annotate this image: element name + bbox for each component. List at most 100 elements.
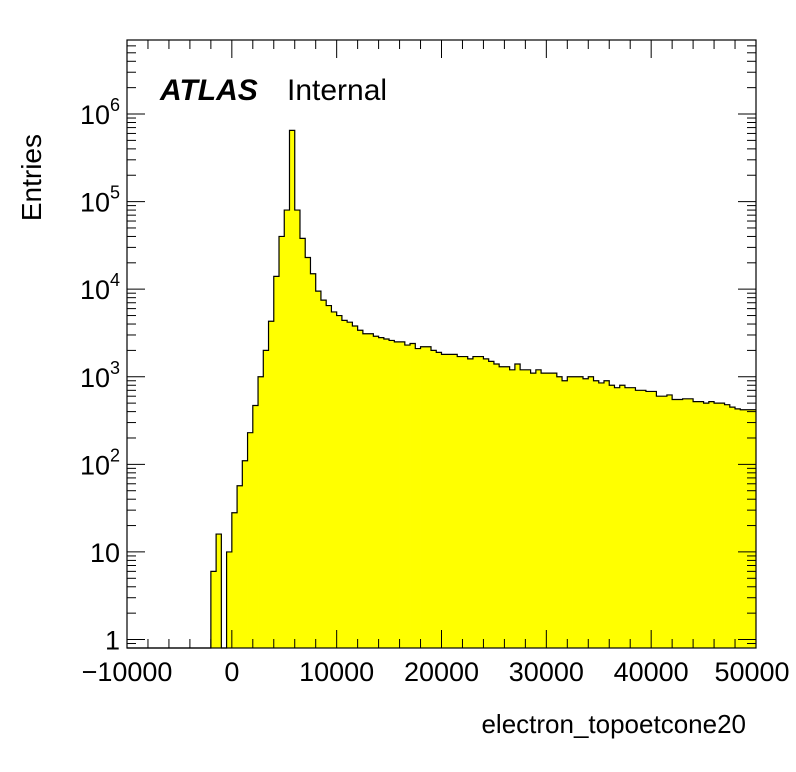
y-tick-label: 1 — [105, 626, 120, 656]
histogram-bin — [289, 130, 296, 648]
histogram-bin — [472, 356, 479, 648]
histogram-bin — [399, 341, 406, 648]
histogram-bin — [273, 276, 280, 648]
histogram-bin — [588, 376, 594, 648]
histogram-bin — [693, 401, 699, 648]
histogram-bin — [451, 354, 458, 648]
y-tick-labels: 1 10 102 103 104 105 106 — [80, 95, 120, 655]
y-tick-label: 10 — [90, 538, 120, 568]
x-tick-label: 0 — [224, 657, 239, 687]
histogram-bin — [483, 358, 490, 648]
histogram-bin — [535, 369, 542, 648]
histogram-bin — [441, 354, 448, 648]
histogram-bin — [698, 401, 704, 648]
histogram-bin — [656, 396, 663, 648]
x-tick-labels: −10000 0 10000 20000 30000 40000 50000 — [82, 657, 790, 687]
histogram-bin — [672, 399, 678, 648]
histogram-bin — [708, 401, 715, 648]
histogram-bin — [520, 369, 526, 648]
histogram-bin — [624, 387, 631, 648]
histogram-bin — [556, 376, 563, 648]
histogram-bin — [546, 373, 552, 648]
histogram-bin — [258, 376, 264, 648]
histogram-bin — [226, 551, 233, 648]
histogram-bin — [488, 361, 495, 648]
histogram-outline — [127, 129, 756, 649]
histogram-bin — [530, 373, 537, 648]
y-tick-label: 106 — [80, 95, 120, 130]
histogram-bin — [572, 376, 579, 648]
histogram-bin — [457, 356, 463, 648]
histogram-bin — [735, 408, 741, 648]
histogram-bin — [682, 398, 689, 648]
histogram-bin — [635, 390, 642, 648]
histogram-bins — [210, 130, 757, 649]
histogram-bin — [242, 460, 248, 648]
histogram-bin — [609, 385, 615, 648]
x-axis-label: electron_topoetcone20 — [481, 709, 746, 739]
y-tick-label: 105 — [80, 183, 120, 218]
y-tick-label: 104 — [80, 270, 120, 305]
histogram-bin — [320, 300, 327, 648]
histogram-bin — [493, 363, 500, 648]
histogram-bin — [315, 291, 322, 648]
histogram-bin — [719, 403, 725, 648]
histogram-bin — [640, 390, 647, 648]
histogram-bin — [326, 305, 332, 648]
histogram-bin — [577, 376, 584, 648]
histogram-bin — [268, 321, 275, 648]
histogram-bin — [462, 356, 469, 648]
histogram-bin — [645, 391, 652, 648]
histogram-bin — [562, 380, 568, 648]
histogram-bin — [279, 236, 285, 648]
histogram-bin — [467, 358, 474, 648]
x-tick-label: 10000 — [299, 657, 374, 687]
histogram-bin — [630, 387, 636, 648]
status-label: Internal — [287, 74, 387, 107]
histogram-bin — [598, 382, 605, 648]
histogram-bin — [567, 376, 573, 648]
histogram-bin — [362, 333, 369, 648]
histogram-bin — [294, 210, 301, 648]
histogram-bin — [740, 409, 746, 648]
histogram-bin — [436, 352, 442, 648]
histogram-bin — [499, 366, 505, 648]
histogram-bin — [729, 407, 736, 648]
histogram-bin — [383, 338, 390, 648]
histogram-bin — [724, 404, 731, 648]
histogram-bin — [614, 387, 621, 648]
histogram-bin — [263, 350, 269, 648]
histogram-bin — [210, 571, 217, 648]
histogram-bin — [431, 350, 437, 648]
axis-ticks — [126, 39, 757, 649]
x-tick-label: 50000 — [714, 657, 789, 687]
histogram-bin — [347, 322, 353, 648]
histogram-bin — [593, 380, 600, 648]
histogram-bin — [389, 340, 395, 648]
histogram-bin — [750, 409, 757, 648]
histogram-bin — [619, 385, 626, 648]
histogram-bin — [373, 336, 379, 648]
histogram-bin — [703, 403, 710, 648]
histogram-bin — [420, 346, 427, 648]
histogram-bin — [603, 380, 610, 648]
histogram-bin — [357, 330, 364, 648]
histogram-bin — [394, 341, 400, 648]
histogram-bin — [331, 311, 338, 648]
histogram-bin — [410, 343, 416, 648]
histogram-bin — [415, 348, 421, 648]
histogram-bin — [404, 345, 411, 648]
histogram-bin — [666, 394, 673, 648]
histogram-bin — [378, 337, 385, 648]
histogram-bin — [525, 369, 532, 648]
histogram-bin — [252, 405, 259, 648]
x-tick-label: 40000 — [614, 657, 689, 687]
x-tick-label: −10000 — [82, 657, 173, 687]
experiment-label: ATLAS — [159, 74, 258, 107]
histogram-bin — [583, 378, 589, 648]
histogram-bin — [352, 325, 359, 648]
histogram-bin — [509, 369, 516, 648]
y-axis-label: Entries — [16, 134, 47, 221]
histogram-bin — [305, 257, 311, 648]
